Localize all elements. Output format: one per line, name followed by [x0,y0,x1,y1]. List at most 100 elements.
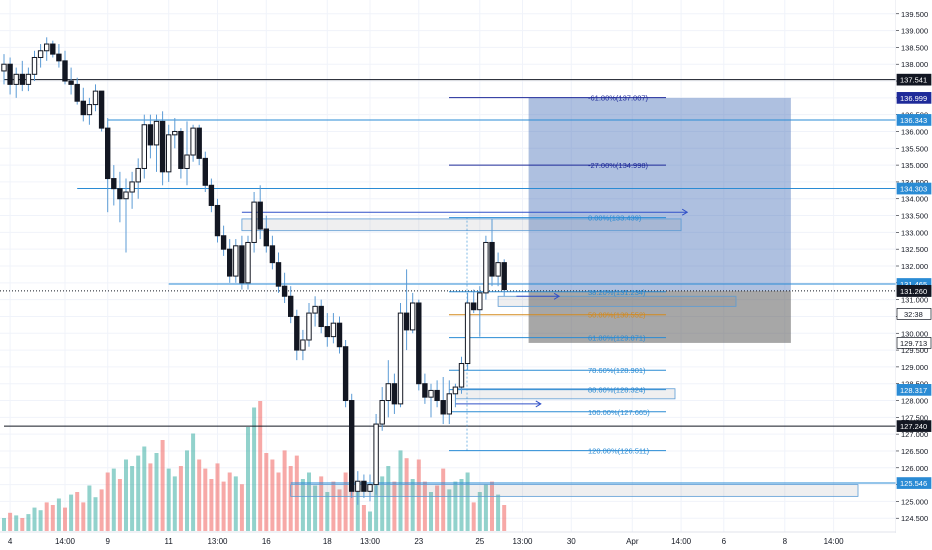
candle-body [489,241,495,277]
fib-levels[interactable]: -61.80%(137.007) -27.00%(134.998) 0.00%(13… [449,94,666,456]
volume-bar [63,507,67,531]
price-tick-label: 135.000 [901,161,928,170]
fib-level-label: -27.00%(134.998) [588,161,649,170]
volume-bar [75,492,80,531]
candle-body [159,120,166,173]
candle-body [349,400,355,492]
price-tick-label: 134.500 [901,178,928,187]
fib-level-label: 38.20%(131.234) [588,288,646,297]
arrows[interactable] [241,208,689,408]
arrow-head [553,292,561,300]
price-tick-label: 135.500 [901,144,928,153]
candle-body [361,480,367,492]
candle-body [7,63,13,85]
support-zone [290,484,859,497]
fib-level-label: 0.00%(133.439) [588,214,642,223]
countdown-label: 32:38 [904,310,923,319]
time-tick-label: 23 [414,537,423,546]
time-tick-label: 25 [475,537,484,546]
volume-bar [172,476,177,531]
candle-body [74,83,80,102]
volume-bar [422,481,427,531]
candle-body [233,245,239,277]
volume-bar [185,450,189,531]
volume-bar [239,484,244,531]
volume-bar [307,472,311,531]
volume-bar [105,472,110,531]
volume-bar [8,512,13,531]
volume-bar [276,472,281,531]
time-tick-label: 6 [722,537,727,546]
volume-bar [471,502,476,531]
volume-bar [441,468,446,531]
candle-body [50,43,56,55]
fib-level-label: 78.60%(128.901) [588,366,646,375]
volume-bar [44,502,49,531]
candle-body [330,322,337,338]
price-tag-label: 125.546 [900,479,927,488]
volume-bar [252,407,257,531]
arrow-head [535,400,542,408]
candle-body [495,262,501,277]
volume-bar [142,446,147,531]
time-axis[interactable]: 4 14:00 9 11 13:00 16 18 13:00 23 25 13:00 30 Apr 14:… [0,533,896,550]
candle-body [214,204,221,237]
candle-body [452,386,459,395]
candle-body [172,130,178,136]
candle-body [86,104,93,116]
candle-body [501,262,507,291]
volume-bar [154,453,159,531]
price-tick-label: 133.500 [901,212,928,221]
volume-bar [435,485,440,531]
candle-body [269,245,276,264]
volume-bar [416,459,421,531]
candle-body [281,285,288,297]
volume-bar [429,492,433,531]
price-tag-label: 127.240 [900,422,927,431]
price-tag-label: 137.541 [900,76,927,85]
price-tick-label: 128.000 [901,397,928,406]
candle-body [458,363,465,388]
time-tick-label: 14:00 [671,537,692,546]
price-tick-label: 133.000 [901,228,928,237]
zones[interactable] [241,218,859,497]
candle-body [1,63,7,72]
price-tag-bg [896,337,932,349]
volume-bar [50,505,55,531]
volume-bar [282,450,287,531]
countdown-bg [896,308,932,320]
candle-body [410,302,416,331]
price-tag-bg [896,92,932,104]
price-tag-label: 134.303 [900,185,927,194]
candle-body [25,73,32,85]
candle-body [135,167,141,183]
position-loss-zone [528,290,791,343]
fib-level-label: -61.80%(137.007) [588,94,649,103]
price-tick-label: 129.000 [901,363,928,372]
volume-bar [258,401,263,531]
time-axis-bg [0,533,896,550]
long-position-tool[interactable] [528,97,791,343]
volume-bar [246,427,250,531]
candle-body [300,339,306,351]
volume-bar [398,450,403,531]
candle-body [385,383,392,402]
volume-bar [270,459,275,531]
volume-bar [380,476,385,531]
candle-body [153,120,160,146]
time-tick-label: 8 [783,537,788,546]
fib-level-label: 88.60%(128.324) [588,386,646,395]
price-tag-bg [896,73,932,86]
candle-body [251,201,257,243]
volume-bar [288,466,293,531]
price-tag-bg [896,182,932,195]
volume-bar [32,507,37,531]
candle-body [312,305,318,314]
volume-bar [191,433,196,531]
volume-bar [355,492,360,531]
volume-bar [300,479,305,531]
candle-body [440,400,446,415]
time-tick-label: Apr [626,537,639,546]
volume-bar [319,476,324,531]
